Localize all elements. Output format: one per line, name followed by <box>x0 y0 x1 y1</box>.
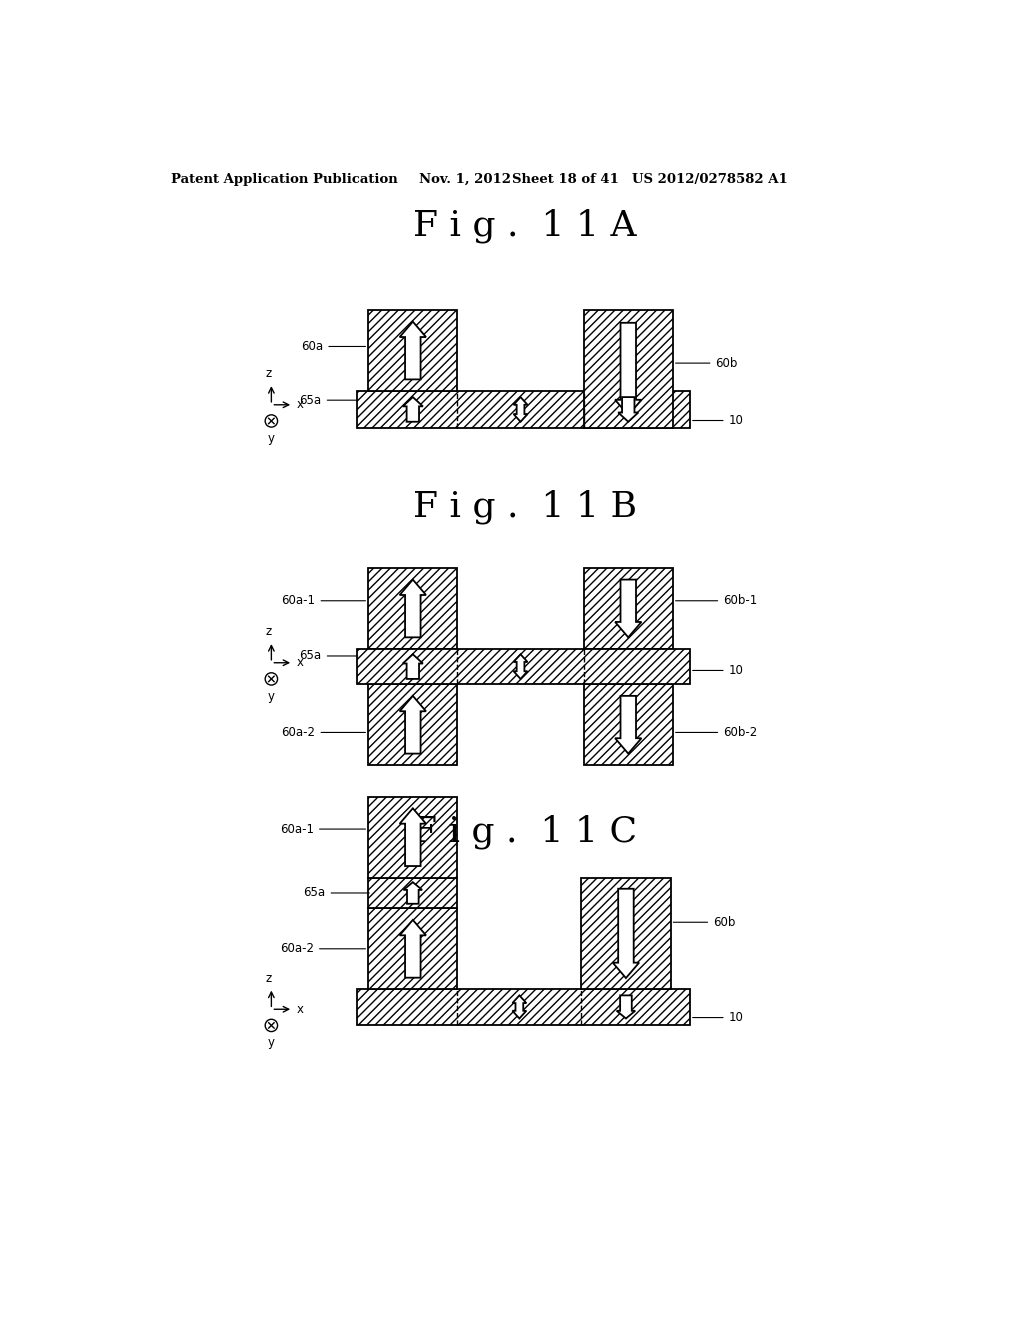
Text: x: x <box>297 656 304 669</box>
Text: z: z <box>265 972 271 985</box>
Polygon shape <box>402 655 423 678</box>
Text: z: z <box>265 367 271 380</box>
Polygon shape <box>399 696 426 754</box>
Bar <box>369 908 458 989</box>
Text: z: z <box>265 626 271 638</box>
Polygon shape <box>618 397 638 422</box>
Text: Nov. 1, 2012: Nov. 1, 2012 <box>419 173 511 186</box>
Text: US 2012/0278582 A1: US 2012/0278582 A1 <box>632 173 787 186</box>
Text: y: y <box>268 1036 274 1049</box>
Text: 60a-2: 60a-2 <box>282 726 366 739</box>
Polygon shape <box>514 655 527 678</box>
Bar <box>356 989 690 1024</box>
Polygon shape <box>612 888 639 978</box>
Text: 65a: 65a <box>300 393 357 407</box>
Bar <box>369 310 458 391</box>
Bar <box>356 649 690 684</box>
Polygon shape <box>512 995 526 1019</box>
Polygon shape <box>615 696 641 754</box>
Text: 65a: 65a <box>303 887 370 899</box>
Text: 65a: 65a <box>300 649 357 663</box>
Text: 60b-2: 60b-2 <box>676 726 758 739</box>
Text: 60a: 60a <box>301 341 366 352</box>
Text: 60b: 60b <box>676 356 738 370</box>
Text: 10: 10 <box>692 1011 743 1024</box>
Polygon shape <box>615 323 641 416</box>
Text: 60a-2: 60a-2 <box>280 942 366 956</box>
Bar <box>584 568 673 649</box>
Polygon shape <box>399 579 426 638</box>
Bar <box>369 878 458 908</box>
Text: Sheet 18 of 41: Sheet 18 of 41 <box>512 173 618 186</box>
Polygon shape <box>402 397 423 422</box>
Bar <box>584 684 673 766</box>
Bar <box>584 310 673 428</box>
Text: 10: 10 <box>692 664 743 677</box>
Bar <box>356 391 690 428</box>
Polygon shape <box>616 995 635 1019</box>
Polygon shape <box>399 322 426 379</box>
Polygon shape <box>403 882 422 904</box>
Text: 10: 10 <box>692 414 743 426</box>
Text: F i g .  1 1 C: F i g . 1 1 C <box>413 814 637 849</box>
Text: 60b-1: 60b-1 <box>676 594 758 607</box>
Text: x: x <box>297 399 304 412</box>
Bar <box>369 568 458 649</box>
Polygon shape <box>615 579 641 638</box>
Text: 60a-1: 60a-1 <box>280 822 366 836</box>
Text: 60a-1: 60a-1 <box>282 594 366 607</box>
Text: x: x <box>297 1003 304 1016</box>
Polygon shape <box>399 808 426 866</box>
Text: Patent Application Publication: Patent Application Publication <box>171 173 397 186</box>
Text: y: y <box>268 432 274 445</box>
Text: 60b: 60b <box>673 916 735 929</box>
Text: y: y <box>268 689 274 702</box>
Text: F i g .  1 1 A: F i g . 1 1 A <box>413 209 637 243</box>
Polygon shape <box>399 920 426 978</box>
Bar <box>369 684 458 766</box>
Polygon shape <box>514 397 527 422</box>
Text: F i g .  1 1 B: F i g . 1 1 B <box>413 490 637 524</box>
Bar <box>369 797 458 878</box>
Bar <box>582 878 671 989</box>
